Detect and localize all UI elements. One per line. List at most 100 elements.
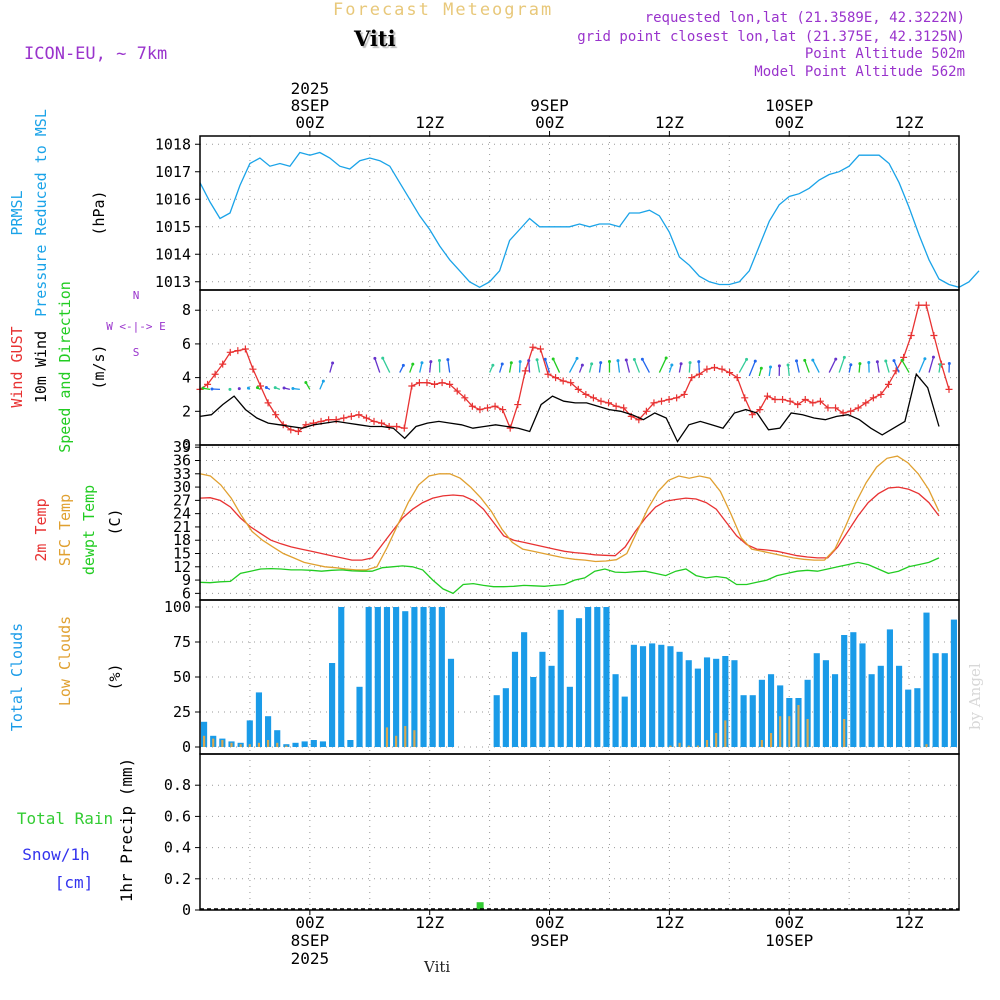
wind-gust-point (446, 380, 454, 388)
wind-gust-point (476, 406, 484, 414)
y-tick-label: 0 (182, 436, 191, 454)
wind-gust-point (862, 399, 870, 407)
wind-gust-point (733, 374, 741, 382)
total-clouds-bar (575, 618, 583, 747)
total-clouds-bar (329, 663, 336, 747)
wind-gust-point (241, 345, 249, 353)
wind-gust-point (544, 370, 552, 378)
total-clouds-bar (594, 607, 601, 747)
total-clouds-bar (502, 688, 509, 747)
wind-direction-arrow-head (321, 379, 325, 383)
wind-direction-arrow-head (892, 359, 896, 363)
wind-gust-point (521, 367, 529, 375)
wind-gust-point (499, 406, 507, 414)
wind-gust-point (552, 374, 560, 382)
wind-direction-arrow (536, 359, 541, 373)
wind-direction-arrow-head (670, 363, 674, 367)
wind-gust-point (574, 385, 582, 393)
wind-direction-arrow (552, 358, 561, 373)
wind-gust-point (794, 401, 802, 409)
compass-west-east: W <-|-> E (106, 320, 166, 333)
wind-direction-arrow (812, 359, 820, 373)
wind-gust-point (204, 380, 212, 388)
y-tick-label: 2 (182, 402, 191, 420)
gridpoint-coords: grid point closest lon,lat (21.375E, 42.… (577, 29, 965, 45)
y-tick-label: 1017 (155, 163, 191, 181)
wind-direction-arrow-head (599, 361, 603, 365)
y-tick-label: 21 (173, 518, 191, 536)
wind-gust-point (506, 424, 514, 432)
wind-gust-point (362, 414, 370, 422)
wind-gust-point (930, 331, 938, 339)
wind-gust-point (915, 301, 923, 309)
wind-gust-point (219, 360, 227, 368)
wind-direction-arrow (828, 358, 837, 373)
total-clouds-bar (429, 607, 436, 747)
low-clouds-label: Low Clouds (56, 616, 74, 706)
temp-2m-label: 2m Temp (32, 498, 50, 561)
total-clouds-label: Total Clouds (8, 623, 26, 731)
time-label-bottom: 12Z (655, 913, 684, 932)
low-clouds-bar (413, 730, 416, 747)
wind-unit: (m/s) (90, 344, 108, 389)
total-clouds-bar (749, 695, 756, 747)
wind-direction-arrow-head (282, 386, 286, 390)
low-clouds-bar (239, 744, 242, 747)
wind-gust-series-line (199, 304, 950, 433)
rain-bar (476, 902, 484, 910)
total-clouds-bar (447, 658, 455, 747)
wind-gust-point (514, 401, 522, 409)
low-clouds-bar (788, 716, 791, 747)
wind-direction-arrow-head (875, 360, 879, 364)
wind-gust-point (869, 394, 877, 402)
wind-direction-arrow-head (834, 357, 838, 361)
wind-direction-arrow-head (331, 361, 335, 365)
wind-gust-point (771, 396, 779, 404)
pressure-label-prmsl: PRMSL (8, 190, 26, 235)
wind-gust-point (710, 364, 718, 371)
wind-direction-arrow-head (575, 356, 579, 360)
wind-direction-arrow-head (291, 387, 295, 391)
total-clouds-bar (265, 716, 272, 747)
time-label-bottom: 9SEP (530, 931, 569, 950)
low-clouds-bar (797, 705, 800, 747)
low-clouds-bar (760, 740, 763, 747)
station-name: Viti (354, 26, 396, 51)
time-label-bottom: 00Z (535, 913, 564, 932)
wind-direction-arrow (918, 358, 926, 373)
wind-direction-arrow (658, 357, 667, 373)
wind-direction-arrow (419, 362, 423, 373)
wind-direction-arrow (518, 361, 521, 373)
total-clouds-bar (758, 679, 765, 747)
wind-direction-arrow-head (210, 387, 214, 391)
total-clouds-bar (886, 629, 893, 747)
y-tick-label: 8 (182, 301, 191, 319)
total-clouds-bar (658, 644, 665, 747)
y-tick-label: 24 (173, 505, 191, 523)
wind-direction-arrow-head (411, 362, 415, 366)
low-clouds-bar (221, 740, 224, 747)
wind-direction-arrow-head (373, 356, 377, 360)
total-clouds-bar (557, 609, 564, 747)
wind-gust-point (408, 382, 416, 390)
total-clouds-bar (511, 651, 519, 747)
total-clouds-bar (841, 635, 848, 747)
total-clouds-bar (585, 607, 592, 747)
wind-direction-arrow-head (931, 355, 935, 359)
total-clouds-bar (356, 686, 363, 747)
wind-direction-arrow (544, 359, 551, 373)
wind-gust-point (945, 385, 953, 393)
y-tick-label: 12 (173, 558, 191, 576)
wind-direction-arrow-head (811, 358, 815, 362)
snow-label: Snow/1h (22, 845, 89, 864)
low-clouds-bar (687, 745, 690, 747)
y-tick-label: 4 (182, 369, 191, 387)
time-label-bottom: 12Z (895, 913, 924, 932)
wind-direction-arrow (893, 360, 900, 373)
wind-direction-arrow (858, 363, 861, 373)
wind-direction-arrow-head (664, 356, 668, 360)
wind-direction-arrow (698, 361, 700, 373)
compass-south: S (133, 346, 140, 359)
wind-gust-point (415, 379, 423, 387)
wind-gust-point (680, 390, 688, 398)
